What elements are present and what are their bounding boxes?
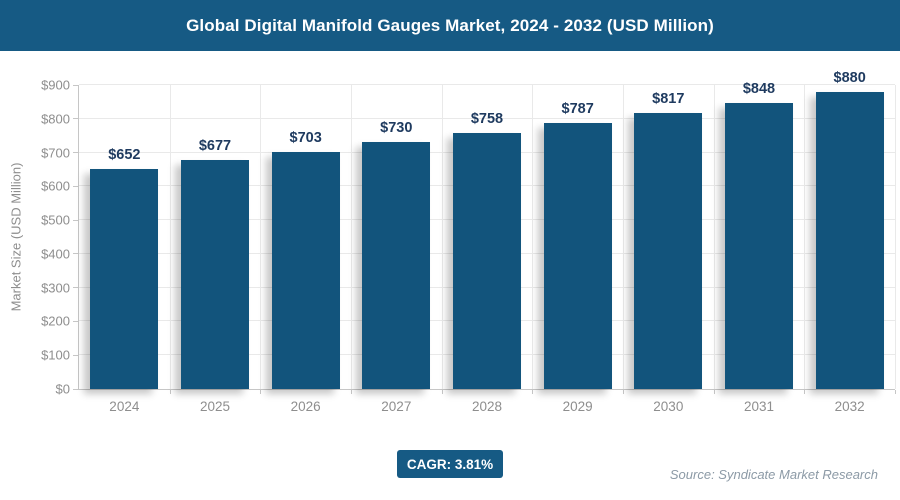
x-axis-tick <box>169 390 171 394</box>
y-tick-label: $200 <box>41 313 70 329</box>
bar-value-label: $730 <box>380 120 413 137</box>
x-axis-tick <box>622 390 624 394</box>
bar-slot: $848 2031 <box>714 81 805 414</box>
y-axis-tick <box>73 354 78 356</box>
y-axis-tick <box>73 185 78 187</box>
v-gridline <box>622 85 624 389</box>
y-tick-label: $100 <box>41 347 70 363</box>
bar-slot: $652 2024 <box>79 85 170 414</box>
y-axis-tick <box>73 320 78 322</box>
y-axis-tick <box>73 84 78 86</box>
v-gridline <box>260 85 262 389</box>
x-tick-label: 2024 <box>109 399 140 414</box>
y-axis-title: Market Size (USD Million) <box>8 162 24 312</box>
x-axis-tick <box>804 390 806 394</box>
y-tick-label: $600 <box>41 178 70 194</box>
bar-slot: $787 2029 <box>532 85 623 414</box>
bar-slot: $703 2026 <box>260 85 351 414</box>
x-tick-label: 2032 <box>834 399 865 414</box>
bar-slot: $677 2025 <box>170 85 261 414</box>
y-axis-tick <box>73 287 78 289</box>
bar <box>180 160 249 389</box>
bar <box>271 151 340 389</box>
y-tick-label: $700 <box>41 145 70 161</box>
x-tick-label: 2028 <box>471 399 503 414</box>
x-tick-label: 2027 <box>381 399 412 414</box>
v-gridline <box>895 85 896 389</box>
bar-slot: $817 2030 <box>623 85 714 414</box>
bar <box>724 102 793 389</box>
y-axis-tick <box>73 388 78 390</box>
y-axis-tick <box>73 253 78 255</box>
bar-value-label: $787 <box>561 101 594 118</box>
y-axis-tick <box>73 219 78 221</box>
bar <box>90 168 159 389</box>
v-gridline <box>713 85 715 389</box>
x-tick-label: 2025 <box>199 399 231 414</box>
y-tick-label: $900 <box>41 77 70 93</box>
plot-area: $0 $100 $200 $300 $400 $500 $600 $700 $800 $900 $6… <box>41 70 896 414</box>
y-tick-label: $800 <box>41 111 70 127</box>
bar-value-label: $758 <box>470 110 504 127</box>
bar-value-label: $703 <box>289 129 322 146</box>
x-axis-tick <box>260 390 262 394</box>
header-banner: Global Digital Manifold Gauges Market, 2… <box>0 0 900 51</box>
y-axis-tick <box>73 152 78 154</box>
bar-slot: $730 2027 <box>351 85 442 414</box>
x-tick-label: 2030 <box>653 399 684 414</box>
x-axis-tick <box>441 390 443 394</box>
bar <box>362 142 431 389</box>
y-tick-label: $0 <box>55 381 70 397</box>
h-gridline <box>79 84 895 85</box>
bar-value-label: $848 <box>742 80 776 97</box>
chart-title: Global Digital Manifold Gauges Market, 2… <box>186 15 714 35</box>
y-tick-label: $500 <box>41 212 70 228</box>
v-gridline <box>169 85 171 389</box>
x-tick-label: 2029 <box>562 399 593 414</box>
x-axis-tick <box>713 390 715 394</box>
x-axis-tick <box>895 390 896 394</box>
v-gridline <box>441 85 443 389</box>
x-tick-label: 2026 <box>290 399 321 414</box>
h-gridline <box>79 117 895 119</box>
bar-value-label: $880 <box>833 69 866 86</box>
y-tick-label: $300 <box>41 280 70 296</box>
x-tick-label: 2031 <box>743 399 775 414</box>
bar-slot: $880 2032 <box>804 70 895 414</box>
v-gridline <box>350 85 352 389</box>
bar <box>452 132 521 389</box>
y-axis-tick <box>73 118 78 120</box>
bar-slot: $758 2028 <box>442 85 533 414</box>
x-axis-tick <box>532 390 534 394</box>
x-axis-tick <box>350 390 352 394</box>
bar <box>543 123 612 389</box>
cagr-badge: CAGR: 3.81% <box>397 450 503 478</box>
bar <box>634 113 703 389</box>
bar-value-label: $817 <box>652 91 685 108</box>
bar <box>815 91 884 389</box>
v-gridline <box>532 85 534 389</box>
bar-value-label: $652 <box>108 146 141 163</box>
bar-value-label: $677 <box>198 138 232 155</box>
source-text: Source: Syndicate Market Research <box>669 467 878 482</box>
y-tick-label: $400 <box>41 246 70 262</box>
v-gridline <box>804 85 806 389</box>
